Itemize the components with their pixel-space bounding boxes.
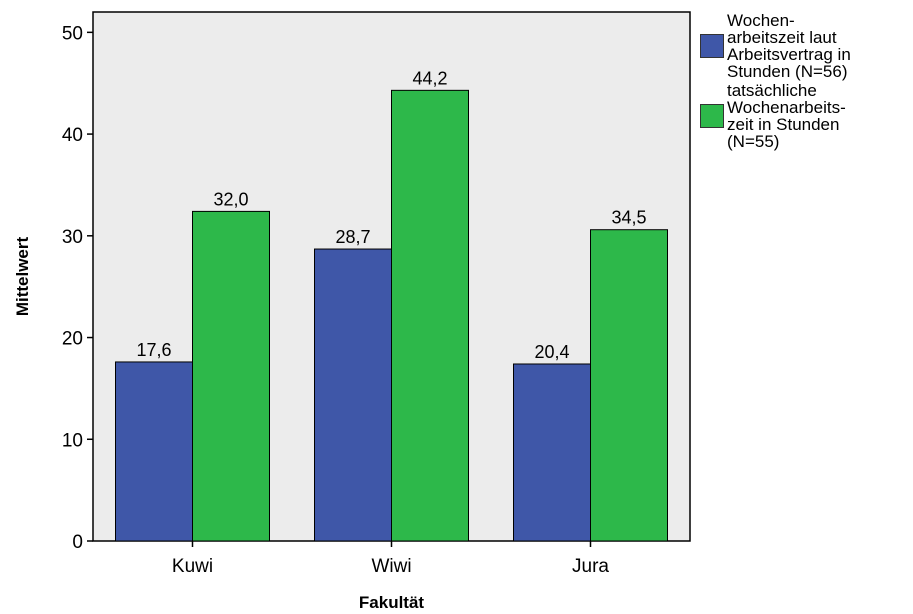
legend-swatch-contract bbox=[700, 34, 724, 58]
legend-label-actual: tatsächliche Wochenarbeits- zeit in Stun… bbox=[727, 81, 846, 151]
legend: Wochen- arbeitszeit laut Arbeitsvertrag … bbox=[700, 12, 910, 152]
x-tick-label: Jura bbox=[572, 556, 609, 577]
x-axis: Kuwi Wiwi Jura bbox=[172, 541, 609, 577]
data-label: 17,6 bbox=[136, 340, 171, 360]
x-axis-title: Fakultät bbox=[359, 593, 425, 612]
legend-item-actual: tatsächliche Wochenarbeits- zeit in Stun… bbox=[700, 82, 910, 150]
y-tick-label: 10 bbox=[62, 430, 83, 451]
y-tick-label: 20 bbox=[62, 329, 83, 350]
data-label: 20,4 bbox=[534, 342, 569, 362]
x-tick-label: Kuwi bbox=[172, 556, 213, 577]
data-label: 44,2 bbox=[412, 68, 447, 88]
data-label: 28,7 bbox=[335, 227, 370, 247]
y-axis: 0 10 20 30 40 50 bbox=[62, 23, 93, 553]
bars: 17,6 32,0 28,7 44,2 20,4 34,5 bbox=[115, 68, 668, 542]
bar-kuwi-series-0 bbox=[115, 361, 193, 542]
y-tick-label: 30 bbox=[62, 227, 83, 248]
legend-swatch-actual bbox=[700, 104, 724, 128]
y-axis-title: Mittelwert bbox=[13, 236, 32, 316]
y-tick-label: 0 bbox=[72, 532, 83, 553]
bar-kuwi-series-1 bbox=[192, 210, 270, 542]
bar-wiwi-series-0 bbox=[314, 248, 392, 542]
data-label: 32,0 bbox=[213, 189, 248, 209]
data-label: 34,5 bbox=[611, 208, 646, 228]
x-tick-label: Wiwi bbox=[371, 556, 411, 577]
y-tick-label: 40 bbox=[62, 125, 83, 146]
bar-jura-series-0 bbox=[513, 363, 591, 542]
bar-wiwi-series-1 bbox=[391, 89, 469, 542]
y-tick-label: 50 bbox=[62, 23, 83, 44]
legend-item-contract: Wochen- arbeitszeit laut Arbeitsvertrag … bbox=[700, 12, 910, 80]
legend-label-contract: Wochen- arbeitszeit laut Arbeitsvertrag … bbox=[727, 11, 851, 81]
bar-jura-series-1 bbox=[590, 229, 668, 542]
